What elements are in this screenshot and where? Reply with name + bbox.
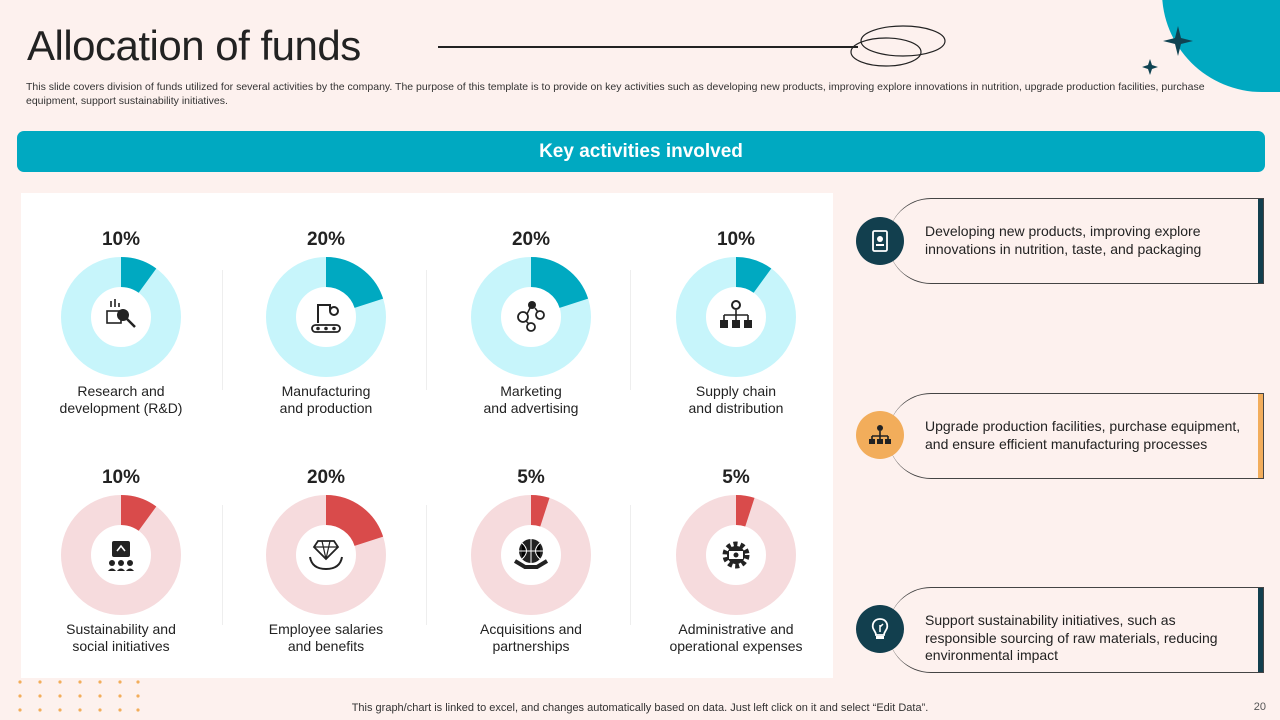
category-label-line: and advertising	[483, 400, 579, 416]
category-label-line: Research and	[77, 383, 165, 399]
percentage-label: 5%	[722, 467, 750, 488]
factory-icon	[311, 304, 341, 333]
donut-segment	[471, 495, 591, 615]
donut-chart-item: 5% Administrative and operational expenses	[634, 467, 838, 697]
product-icon	[856, 217, 904, 265]
donut-chart	[676, 257, 796, 377]
column-divider	[222, 270, 223, 390]
category-label: Marketing and advertising	[429, 383, 633, 417]
percentage-label: 10%	[101, 229, 141, 250]
title-divider	[438, 46, 858, 48]
category-label-line: and benefits	[287, 638, 365, 654]
research-icon	[106, 299, 136, 328]
donut-chart-item: 20% Marketing and advertising	[429, 229, 633, 459]
percentage-label: 10%	[716, 229, 756, 250]
donut-chart-item: 5% Acquisitions and partnerships	[429, 467, 633, 697]
donut-segment	[61, 257, 181, 377]
category-label-line: operational expenses	[669, 638, 803, 654]
donut-chart	[471, 495, 591, 615]
donut-chart-item: 20% Manufacturing and production	[224, 229, 428, 459]
donut-segment	[471, 257, 591, 377]
star-decoration-icon	[1142, 26, 1193, 75]
category-label-line: social initiatives	[72, 638, 170, 654]
network-icon	[856, 411, 904, 459]
activity-card-text: Developing new products, improving explo…	[925, 223, 1202, 257]
activity-card: Developing new products, improving explo…	[888, 198, 1264, 284]
community-icon	[108, 541, 134, 571]
category-label-line: and production	[279, 400, 373, 416]
donut-chart	[61, 257, 181, 377]
activity-card-text: Support sustainability initiatives, such…	[925, 612, 1218, 663]
marketing-icon	[517, 301, 545, 332]
donut-chart	[676, 495, 796, 615]
category-label-line: Manufacturing	[281, 383, 371, 399]
column-divider	[426, 270, 427, 390]
category-label-line: Acquisitions and	[480, 621, 582, 637]
column-divider	[630, 505, 631, 625]
category-label: Sustainability and social initiatives	[19, 621, 223, 655]
percentage-label: 20%	[306, 467, 346, 488]
donut-chart	[471, 257, 591, 377]
column-divider	[222, 505, 223, 625]
donut-segment	[266, 495, 386, 615]
percentage-label: 5%	[517, 467, 545, 488]
donut-chart	[266, 495, 386, 615]
ellipse-decoration	[850, 25, 946, 67]
category-label: Manufacturing and production	[224, 383, 428, 417]
dot-pattern-decoration	[18, 680, 140, 712]
donut-chart-item: 10% Sustainability and social initiatives	[19, 467, 223, 697]
card-accent-bar	[1258, 394, 1263, 478]
handshake-icon	[513, 539, 549, 569]
donut-segment	[676, 257, 796, 377]
category-label-line: Administrative and	[678, 621, 794, 637]
donut-segment	[676, 495, 796, 615]
category-label-line: partnerships	[492, 638, 570, 654]
column-divider	[426, 505, 427, 625]
column-divider	[630, 270, 631, 390]
bulb-leaf-icon	[856, 605, 904, 653]
donut-chart-item: 20% Employee salaries and benefits	[224, 467, 428, 697]
category-label-line: Employee salaries	[268, 621, 384, 637]
page-number: 20	[1253, 701, 1266, 713]
activity-card: Upgrade production facilities, purchase …	[888, 393, 1264, 479]
donut-segment	[266, 257, 386, 377]
percentage-label: 10%	[101, 467, 141, 488]
supply-chain-icon	[720, 300, 752, 328]
section-banner: Key activities involved	[17, 131, 1265, 172]
category-label: Administrative and operational expenses	[634, 621, 838, 655]
slide-description: This slide covers division of funds util…	[26, 81, 1205, 107]
category-label: Employee salaries and benefits	[224, 621, 428, 655]
page-title: Allocation of funds	[27, 22, 361, 69]
category-label-line: development (R&D)	[59, 400, 183, 416]
category-label: Supply chain and distribution	[634, 383, 838, 417]
donut-segment	[61, 495, 181, 615]
percentage-label: 20%	[511, 229, 551, 250]
card-accent-bar	[1258, 588, 1263, 672]
donut-chart-item: 10% Supply chain and distribution	[634, 229, 838, 459]
percentage-label: 20%	[306, 229, 346, 250]
donut-chart-item: 10% Research and development (R&D)	[19, 229, 223, 459]
category-label: Research and development (R&D)	[19, 383, 223, 417]
benefits-icon	[309, 540, 343, 571]
gear-money-icon	[722, 541, 750, 569]
donut-chart	[266, 257, 386, 377]
category-label-line: Marketing	[500, 383, 562, 399]
activity-card: Support sustainability initiatives, such…	[888, 587, 1264, 673]
category-label: Acquisitions and partnerships	[429, 621, 633, 655]
donut-chart	[61, 495, 181, 615]
category-label-line: Sustainability and	[66, 621, 176, 637]
category-label-line: and distribution	[688, 400, 784, 416]
activity-card-text: Upgrade production facilities, purchase …	[925, 418, 1241, 452]
card-accent-bar	[1258, 199, 1263, 283]
category-label-line: Supply chain	[695, 383, 777, 399]
footer-note: This graph/chart is linked to excel, and…	[351, 702, 929, 714]
